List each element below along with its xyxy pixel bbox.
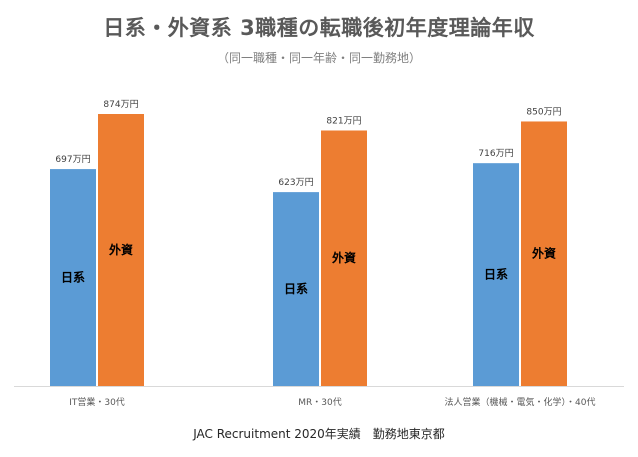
bar-series-label-foreign-2: 外資 — [532, 246, 556, 261]
data-label-domestic-1: 623万円 — [278, 177, 313, 188]
data-label-domestic-0: 697万円 — [55, 154, 90, 165]
bar-series-label-foreign-1: 外資 — [332, 250, 356, 265]
data-label-foreign-2: 850万円 — [526, 106, 561, 117]
chart-footer: JAC Recruitment 2020年実績 勤務地東京都 — [193, 427, 445, 441]
bar-series-label-foreign-0: 外資 — [109, 242, 133, 257]
bar-foreign-1 — [321, 130, 367, 386]
x-tick-label-1: MR・30代 — [298, 397, 341, 408]
bar-foreign-2 — [521, 121, 567, 386]
bar-domestic-1 — [273, 192, 319, 386]
data-label-foreign-1: 821万円 — [326, 115, 361, 126]
bar-foreign-0 — [98, 114, 144, 386]
chart-title: 日系・外資系 3職種の転職後初年度理論年収 — [103, 16, 535, 40]
data-label-foreign-0: 874万円 — [103, 99, 138, 110]
bar-series-label-domestic-0: 日系 — [61, 270, 85, 285]
x-tick-label-2: 法人営業（機械・電気・化学）・40代 — [445, 396, 596, 408]
x-tick-label-0: IT営業・30代 — [69, 396, 125, 408]
bar-domestic-0 — [50, 169, 96, 386]
bar-series-label-domestic-2: 日系 — [484, 267, 508, 282]
bar-domestic-2 — [473, 163, 519, 386]
bar-series-label-domestic-1: 日系 — [284, 281, 308, 296]
data-label-domestic-2: 716万円 — [478, 148, 513, 159]
chart-subtitle: （同一職種・同一年齢・同一勤務地） — [216, 51, 421, 65]
